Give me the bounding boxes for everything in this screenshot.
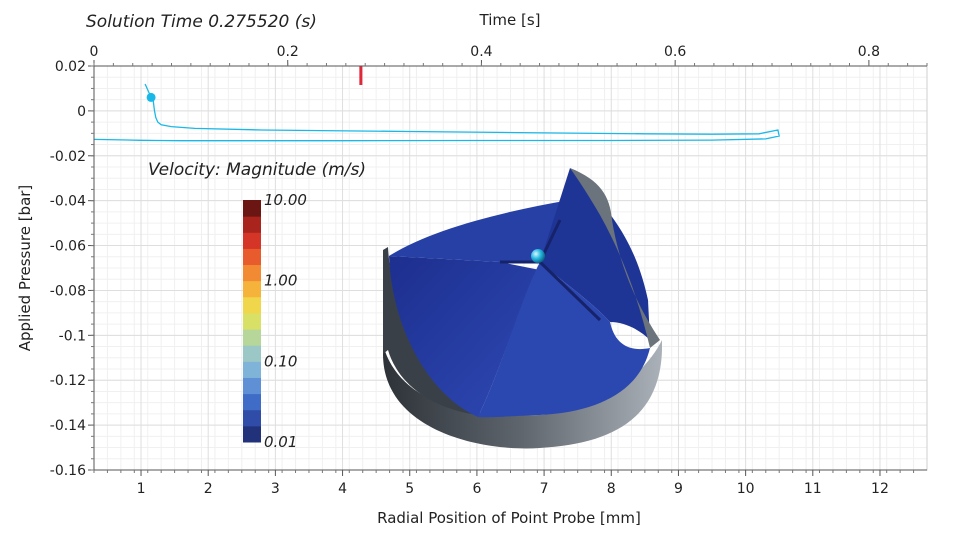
x-tick-label: 1 xyxy=(137,481,146,497)
x2-tick-label: 0 xyxy=(90,44,99,60)
legend-color-swatch xyxy=(243,345,261,362)
y-axis-title: Applied Pressure [bar] xyxy=(16,185,34,352)
y-tick-label: -0.06 xyxy=(50,239,86,255)
x-axis-title: Radial Position of Point Probe [mm] xyxy=(377,509,641,527)
x2-tick-label: 0.6 xyxy=(664,44,686,60)
legend-color-swatch xyxy=(243,200,261,217)
legend-color-swatch xyxy=(243,296,261,314)
y-tick-label: 0.02 xyxy=(55,59,86,75)
legend-color-swatch xyxy=(243,248,261,266)
x-tick-label: 5 xyxy=(405,481,414,497)
legend-title: Velocity: Magnitude (m/s) xyxy=(148,160,366,180)
y-tick-label: -0.1 xyxy=(59,328,86,344)
legend-color-swatch xyxy=(243,280,261,298)
legend-color-swatch xyxy=(243,377,261,395)
legend-labels: 10.00 1.00 0.10 0.01 xyxy=(264,191,307,451)
x2-axis-title: Time [s] xyxy=(479,11,541,29)
velocity-legend: Velocity: Magnitude (m/s) 10.00 1.00 0.10 0… xyxy=(148,160,366,451)
x-tick-label: 9 xyxy=(674,481,683,497)
legend-color-swatch xyxy=(243,409,261,427)
x-tick-label: 7 xyxy=(540,481,549,497)
solution-time-label: Solution Time 0.275520 (s) xyxy=(86,12,317,32)
y-tick-label: -0.12 xyxy=(50,373,86,389)
current-point-marker xyxy=(146,92,156,102)
probe-ball-icon xyxy=(531,249,545,263)
series-layer xyxy=(93,83,780,142)
y-tick-label: -0.14 xyxy=(50,418,86,434)
series-line-0 xyxy=(93,83,780,142)
x-tick-label: 12 xyxy=(871,481,889,497)
x-tick-label: 4 xyxy=(338,481,347,497)
y-tick-label: 0 xyxy=(77,104,86,120)
legend-color-swatch xyxy=(243,216,261,233)
x-tick-label: 3 xyxy=(271,481,280,497)
x-tick-label: 6 xyxy=(472,481,481,497)
y-tick-label: -0.08 xyxy=(50,283,86,299)
y-tick-label: -0.04 xyxy=(50,194,86,210)
legend-color-swatch xyxy=(243,425,261,443)
legend-color-swatch xyxy=(243,312,261,330)
legend-color-swatch xyxy=(243,232,261,249)
x2-tick-label: 0.4 xyxy=(470,44,492,60)
legend-label: 0.01 xyxy=(264,433,297,451)
legend-label: 0.10 xyxy=(264,352,297,370)
legend-label: 1.00 xyxy=(264,272,297,290)
legend-color-swatch xyxy=(243,329,261,346)
legend-color-swatch xyxy=(243,393,261,411)
legend-colorbar xyxy=(243,200,261,443)
legend-label: 10.00 xyxy=(264,191,307,209)
axis-ticks: 1 2 3 4 5 6 7 8 9 10 11 120 0.2 0.4 0.6 0.80.020-0.02-0… xyxy=(50,44,928,497)
legend-color-swatch xyxy=(243,264,261,282)
x-tick-label: 2 xyxy=(204,481,213,497)
x2-tick-label: 0.2 xyxy=(277,44,299,60)
x-tick-label: 11 xyxy=(804,481,822,497)
x-tick-label: 8 xyxy=(607,481,616,497)
x2-tick-label: 0.8 xyxy=(858,44,880,60)
heart-valve-rendering xyxy=(383,168,662,449)
legend-color-swatch xyxy=(243,361,261,378)
y-tick-label: -0.02 xyxy=(50,149,86,165)
x-tick-label: 10 xyxy=(737,481,755,497)
y-tick-label: -0.16 xyxy=(50,463,86,479)
